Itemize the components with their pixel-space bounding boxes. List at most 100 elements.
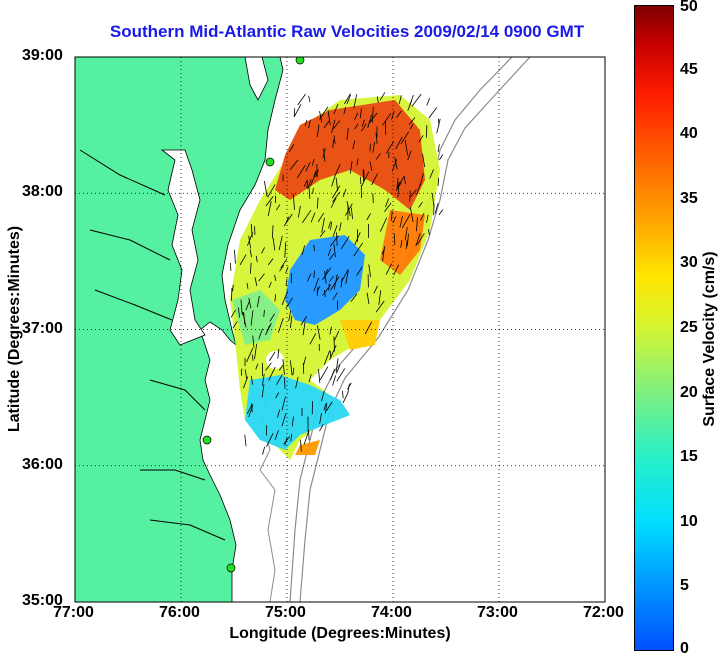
station-marker-3 [202,435,212,445]
velocity-arrow [385,141,394,154]
velocity-arrow [408,117,416,125]
velocity-arrow [345,270,349,285]
velocity-arrow [246,282,249,289]
velocity-arrow [439,154,444,161]
velocity-arrow [349,161,353,174]
velocity-arrow [289,315,293,329]
velocity-arrow [407,150,412,161]
velocity-arrow [385,263,392,275]
x-axis-label: Longitude (Degrees:Minutes) [229,625,451,642]
grid-lines [75,57,605,602]
colorbar-tick-label: 35 [680,189,698,207]
velocity-arrow [301,245,306,256]
velocity-arrow [240,299,243,316]
velocity-arrow [268,281,272,288]
velocity-arrow [323,350,331,365]
velocity-arrow [252,335,255,348]
velocity-arrow [310,212,316,223]
velocity-arrow [332,375,337,386]
velocity-arrow [248,404,254,418]
velocity-arrow [364,321,373,335]
velocity-arrow [340,268,349,283]
velocity-arrow [324,270,327,284]
velocity-arrow [240,368,243,376]
velocity-arrow [308,373,312,383]
velocity-arrow [438,209,444,216]
velocity-arrow [244,369,248,380]
velocity-arrow [321,390,325,402]
chesapeake-bay [160,149,206,346]
sound-outline [140,379,226,541]
velocity-arrow [265,196,274,207]
velocity-arrow [327,109,331,126]
velocity-arrow [396,177,399,189]
velocity-arrow [303,179,308,187]
velocity-arrow [332,139,334,148]
velocity-arrow [340,235,350,250]
velocity-arrow [254,343,258,360]
velocity-arrow [292,367,295,376]
velocity-arrow [265,362,272,371]
velocity-arrow [406,233,409,246]
velocity-arrow [248,235,251,249]
velocity-arrow [346,201,351,217]
colorbar-tick-label: 0 [680,640,689,657]
velocity-arrow [330,368,335,381]
velocity-arrow [410,207,414,223]
velocity-arrow [356,158,359,166]
velocity-arrow [267,184,276,198]
velocity-arrow [281,413,287,427]
velocity-arrow [278,235,283,251]
velocity-arrow [266,325,271,332]
velocity-arrow [298,205,301,218]
velocity-arrow [371,173,379,186]
velocity-arrow [404,139,409,156]
velocity-arrow [284,242,287,258]
colorbar-tick-label: 10 [680,512,698,530]
velocity-arrow [263,309,265,318]
velocity-arrow [232,321,238,329]
velocity-arrow [319,424,324,432]
colorbar-tick-label: 45 [680,60,698,78]
velocity-arrow [293,104,302,118]
velocity-arrow [315,169,319,178]
velocity-arrow [379,217,388,232]
x-tick-label: 74:00 [371,604,412,621]
velocity-arrow [325,401,333,412]
velocity-arrow [332,292,338,300]
velocity-arrow [415,232,421,247]
y-tick-label: 35:00 [22,592,63,609]
velocity-arrow [396,175,405,188]
velocity-arrow [274,274,277,282]
colorbar-tick-label: 5 [680,577,689,595]
velocity-arrow [306,273,312,282]
velocity-arrow [239,254,247,266]
velocity-arrow [249,249,252,258]
velocity-arrow [330,280,338,291]
velocity-arrow [308,185,311,199]
velocity-arrow [393,233,396,246]
velocity-arrow [333,103,339,115]
velocity-arrow [395,182,402,191]
velocity-arrow [303,432,309,445]
station-marker-4 [226,563,236,573]
velocity-arrow [310,171,317,187]
velocity-arrow [313,244,316,252]
velocity-arrow [262,373,265,386]
velocity-arrow [335,177,339,191]
velocity-arrow [375,153,381,160]
velocity-arrow [416,217,418,232]
velocity-arrow [289,159,299,171]
velocity-arrow [329,345,337,360]
velocity-arrow [347,383,350,393]
y-tick-label: 38:00 [22,183,63,201]
velocity-arrow [420,212,425,221]
velocity-arrow [316,124,320,138]
x-tick-label: 76:00 [159,604,200,621]
velocity-arrow [328,221,331,229]
velocity-arrow [319,230,326,237]
velocity-arrow [400,240,403,248]
velocity-arrow [279,265,285,272]
x-tick-label: 75:00 [265,604,306,621]
velocity-arrow [230,309,236,318]
